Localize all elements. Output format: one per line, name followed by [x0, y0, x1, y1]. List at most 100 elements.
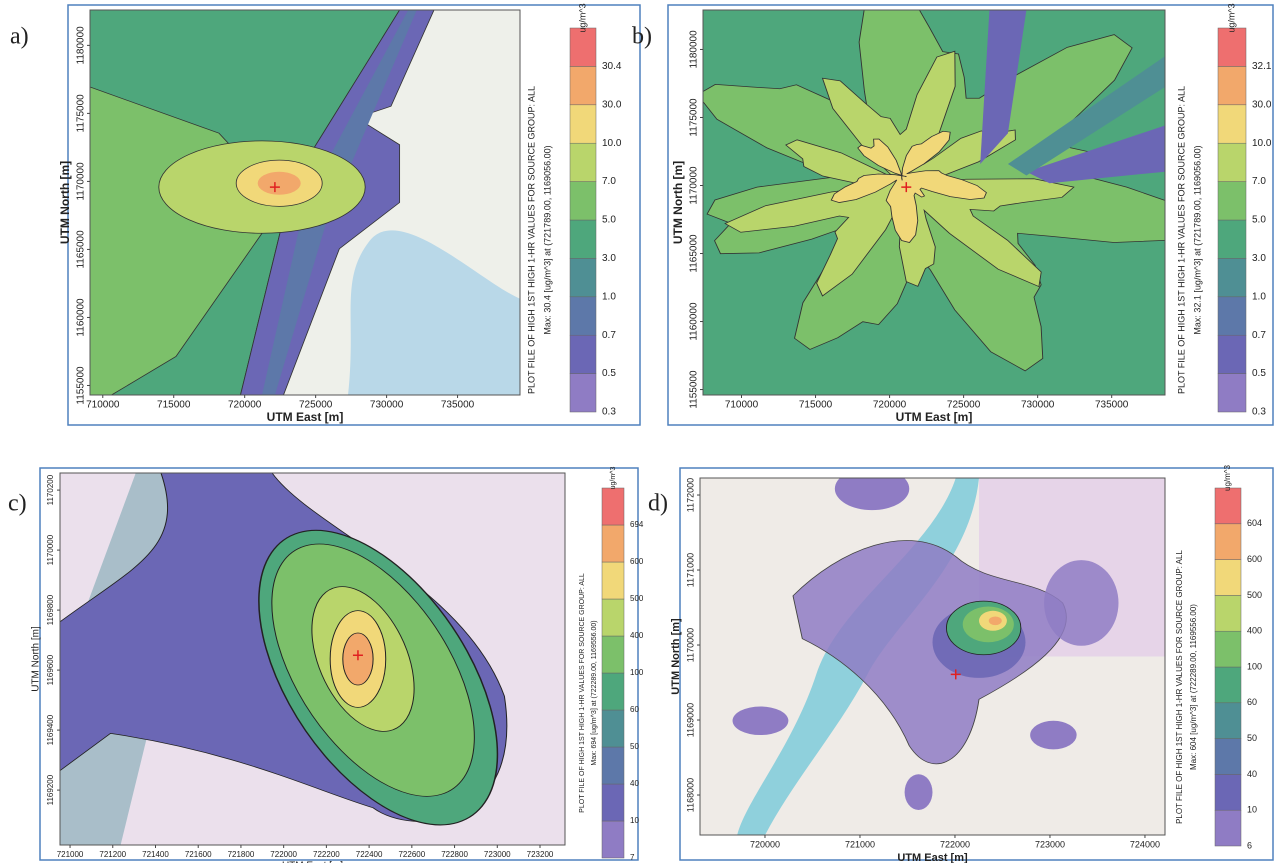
panel-letter: d) [648, 491, 668, 517]
plot-title: PLOT FILE OF HIGH 1ST HIGH 1-HR VALUES F… [526, 86, 536, 394]
colorbar-unit: ug/m^3 [1226, 3, 1236, 32]
y-tick-label: 1180000 [689, 30, 700, 69]
x-tick-label: 710000 [86, 400, 120, 411]
y-tick-label: 1171000 [685, 553, 695, 587]
colorbar-label: 5.0 [602, 215, 616, 226]
x-tick-label: 723000 [1035, 839, 1065, 849]
y-tick-label: 1175000 [76, 94, 87, 133]
colorbar-segment [1218, 182, 1246, 220]
x-axis-label: UTM East [m] [896, 410, 973, 424]
colorbar-segment [602, 562, 624, 599]
colorbar-label: 600 [1247, 554, 1262, 564]
panel-letter: c) [8, 491, 27, 517]
colorbar-label: 5.0 [1252, 215, 1266, 226]
x-tick-label: 722400 [356, 850, 383, 859]
colorbar-label: 400 [1247, 626, 1262, 636]
contour [733, 706, 789, 735]
y-tick-label: 1155000 [689, 370, 700, 409]
y-tick-label: 1180000 [76, 26, 87, 65]
x-tick-label: 735000 [441, 400, 475, 411]
max-text: Max: 32.1 [ug/m^3] at (721789.00, 116905… [1192, 145, 1202, 334]
x-tick-label: 721400 [142, 850, 169, 859]
colorbar-segment [570, 220, 596, 258]
colorbar-segment [1218, 335, 1246, 373]
colorbar-segment [1215, 595, 1241, 631]
colorbar-segment [602, 784, 624, 821]
x-tick-label: 721800 [228, 850, 255, 859]
colorbar-segment [1215, 703, 1241, 739]
y-tick-label: 1170000 [685, 628, 695, 662]
contours [700, 467, 1165, 835]
colorbar-segment [602, 673, 624, 710]
x-tick-label: 723200 [527, 850, 554, 859]
colorbar-segment [570, 258, 596, 296]
plot-title: PLOT FILE OF HIGH 1ST HIGH 1-HR VALUES F… [1175, 550, 1184, 824]
colorbar-segment [602, 599, 624, 636]
x-tick-label: 720000 [750, 839, 780, 849]
x-tick-label: 710000 [725, 400, 759, 411]
colorbar-segment [602, 636, 624, 673]
x-tick-label: 730000 [370, 400, 404, 411]
colorbar-label: 50 [1247, 733, 1257, 743]
x-axis-label: UTM East [m] [897, 852, 968, 863]
colorbar-segment [570, 28, 596, 66]
colorbar-label: 0.5 [602, 368, 616, 379]
colorbar-segment [570, 105, 596, 143]
colorbar-label: 50 [630, 742, 639, 751]
colorbar-label: 400 [630, 631, 644, 640]
x-tick-label: 722600 [398, 850, 425, 859]
contour [905, 774, 933, 810]
colorbar-segment [570, 143, 596, 181]
y-tick-label: 1160000 [689, 302, 700, 341]
y-tick-label: 1169600 [46, 654, 55, 685]
colorbar-segment [1215, 560, 1241, 596]
y-tick-label: 1169200 [46, 774, 55, 805]
colorbar-segment [602, 710, 624, 747]
x-tick-label: 721000 [845, 839, 875, 849]
contour [1030, 721, 1077, 750]
colorbar-label: 1.0 [602, 291, 616, 302]
colorbar-segment [1215, 774, 1241, 810]
x-tick-label: 721000 [57, 850, 84, 859]
colorbar-label: 7.0 [1252, 176, 1266, 187]
max-text: Max: 604 [ug/m^3] at (722289.00, 1169556… [1189, 604, 1198, 770]
colorbar-segment [1218, 297, 1246, 335]
colorbar-segment [570, 297, 596, 335]
colorbar-label: 3.0 [1252, 253, 1266, 264]
colorbar-label: 0.5 [1252, 368, 1266, 379]
colorbar-label: 7.0 [602, 176, 616, 187]
contour [1044, 560, 1118, 646]
y-tick-label: 1170000 [46, 534, 55, 565]
x-tick-label: 724000 [1130, 839, 1160, 849]
colorbar-label: 10 [630, 816, 639, 825]
colorbar-segment [1215, 488, 1241, 524]
colorbar-segment [1215, 631, 1241, 667]
colorbar-label: 0.3 [602, 407, 616, 418]
colorbar-unit: ug/m^3 [610, 467, 617, 490]
colorbar-segment [570, 182, 596, 220]
plot-area [700, 467, 1165, 835]
y-axis-label: UTM North [m] [31, 626, 42, 692]
colorbar-label: 32.1 [1252, 61, 1272, 72]
colorbar-label: 100 [630, 668, 644, 677]
contour [835, 467, 909, 510]
max-text: Max: 30.4 [ug/m^3] at (721789.00, 116905… [542, 145, 552, 334]
colorbar-label: 500 [1247, 590, 1262, 600]
x-tick-label: 721600 [185, 850, 212, 859]
x-tick-label: 715000 [157, 400, 191, 411]
colorbar-segment [1215, 810, 1241, 846]
colorbar-unit: ug/m^3 [1223, 464, 1232, 491]
y-tick-label: 1168000 [685, 778, 695, 812]
colorbar-label: 604 [1247, 518, 1262, 528]
x-tick-label: 725000 [299, 400, 333, 411]
colorbar-segment [1218, 105, 1246, 143]
y-tick-label: 1170000 [76, 162, 87, 201]
colorbar-label: 7 [630, 853, 635, 862]
colorbar-segment [602, 488, 624, 525]
contours [60, 473, 565, 849]
colorbar-label: 100 [1247, 661, 1262, 671]
colorbar-segment [602, 821, 624, 858]
colorbar-label: 0.3 [1252, 407, 1266, 418]
x-tick-label: 720000 [873, 400, 907, 411]
colorbar-segment [1218, 220, 1246, 258]
